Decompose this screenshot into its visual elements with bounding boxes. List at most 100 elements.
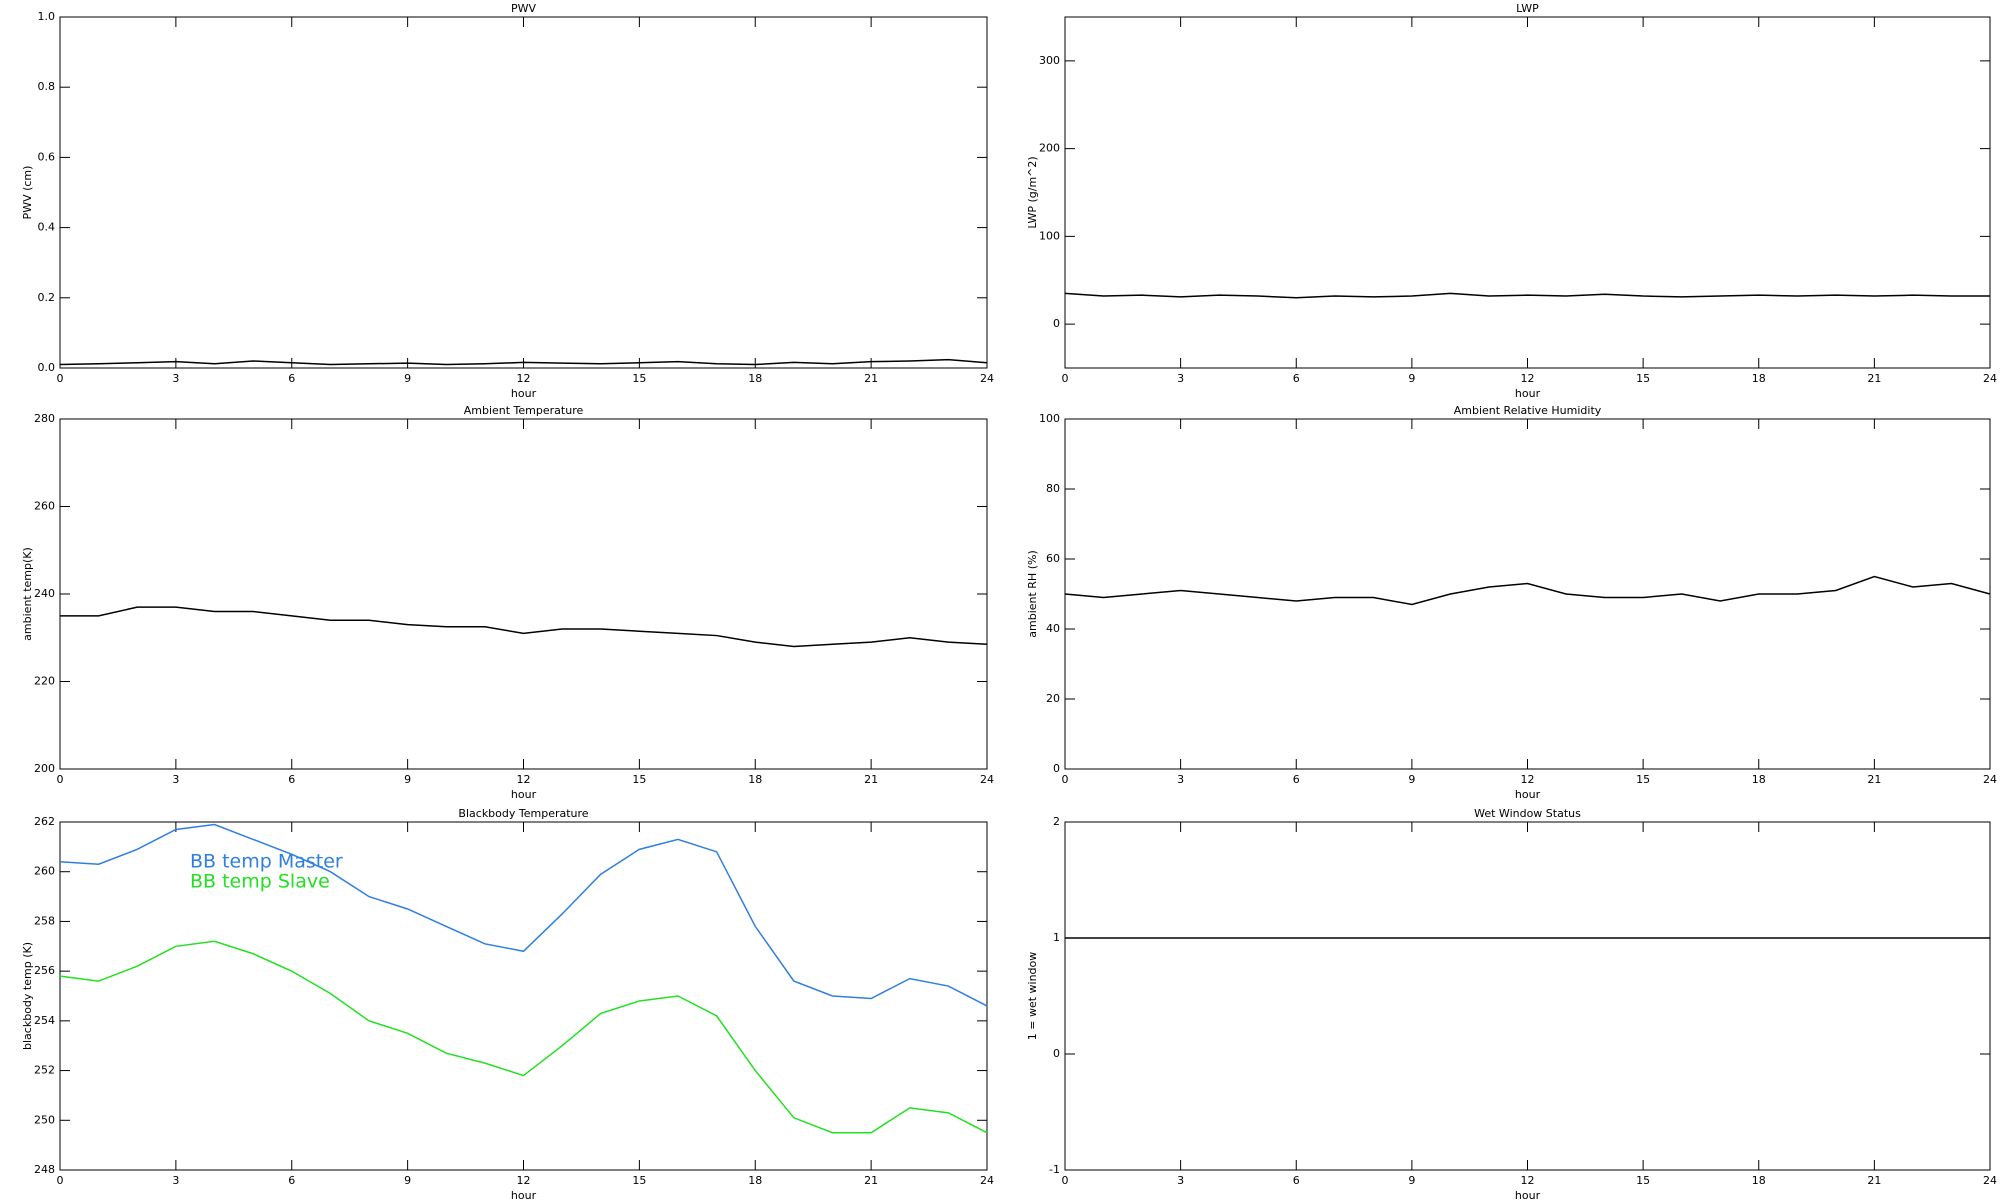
- y-axis-label: PWV (cm): [21, 166, 34, 220]
- plot-frame: [1064, 821, 1991, 1171]
- y-tick-label: 280: [34, 412, 55, 425]
- y-tick-label: 0: [1053, 762, 1060, 775]
- x-tick-label: 24: [980, 773, 994, 786]
- x-tick-label: 18: [1752, 372, 1766, 385]
- x-tick-label: 6: [288, 372, 295, 385]
- x-tick-label: 12: [1521, 1174, 1535, 1187]
- x-tick-label: 24: [1983, 773, 1997, 786]
- y-tick-label: 0.2: [38, 291, 56, 304]
- x-tick-label: 12: [517, 372, 531, 385]
- y-tick-label: 254: [34, 1014, 55, 1027]
- x-tick-label: 9: [1408, 1174, 1415, 1187]
- chart-title: Wet Window Status: [1474, 807, 1581, 820]
- y-tick-label: 0: [1053, 1047, 1060, 1060]
- x-tick-label: 3: [1177, 773, 1184, 786]
- y-tick-label: 100: [1039, 229, 1060, 242]
- x-tick-label: 12: [517, 1174, 531, 1187]
- x-tick-label: 0: [1062, 1174, 1069, 1187]
- x-axis-label: hour: [511, 387, 537, 400]
- y-axis-label: ambient temp(K): [21, 547, 34, 641]
- data-line: [59, 940, 988, 1134]
- x-tick-label: 3: [172, 372, 179, 385]
- x-tick-label: 21: [1867, 1174, 1881, 1187]
- x-tick-label: 24: [980, 1174, 994, 1187]
- x-tick-label: 9: [404, 372, 411, 385]
- y-tick-label: 300: [1039, 54, 1060, 67]
- x-tick-label: 24: [980, 372, 994, 385]
- x-tick-label: 12: [517, 773, 531, 786]
- x-tick-label: 15: [1636, 372, 1650, 385]
- x-tick-label: 6: [288, 1174, 295, 1187]
- data-line: [1064, 292, 1990, 299]
- y-tick-label: 260: [34, 865, 55, 878]
- x-tick-label: 15: [1636, 1174, 1650, 1187]
- y-tick-label: 250: [34, 1113, 55, 1126]
- x-tick-label: 21: [864, 1174, 878, 1187]
- x-tick-label: 12: [1521, 372, 1535, 385]
- chart-title: Ambient Relative Humidity: [1454, 404, 1602, 417]
- x-tick-label: 6: [1293, 1174, 1300, 1187]
- y-tick-label: 256: [34, 964, 55, 977]
- x-tick-label: 21: [1867, 372, 1881, 385]
- x-tick-label: 15: [632, 773, 646, 786]
- x-tick-label: 3: [172, 1174, 179, 1187]
- x-axis-label: hour: [1515, 387, 1541, 400]
- x-tick-label: 0: [57, 372, 64, 385]
- plot-frame: [59, 16, 988, 369]
- x-tick-label: 9: [404, 1174, 411, 1187]
- x-tick-label: 15: [632, 372, 646, 385]
- legend-entry: BB temp Master: [190, 851, 343, 873]
- x-tick-label: 15: [632, 1174, 646, 1187]
- x-axis-label: hour: [1515, 1189, 1541, 1200]
- y-tick-label: 0.8: [38, 80, 56, 93]
- y-tick-label: 252: [34, 1064, 55, 1077]
- y-tick-label: 258: [34, 914, 55, 927]
- x-tick-label: 18: [748, 372, 762, 385]
- x-tick-label: 9: [1408, 773, 1415, 786]
- x-axis-label: hour: [511, 1189, 537, 1200]
- x-axis-label: hour: [1515, 788, 1541, 801]
- y-tick-label: 200: [1039, 142, 1060, 155]
- x-tick-label: 3: [1177, 372, 1184, 385]
- x-tick-label: 6: [1293, 773, 1300, 786]
- chart-title: PWV: [511, 2, 537, 15]
- y-tick-label: 1: [1053, 931, 1060, 944]
- x-tick-label: 24: [1983, 372, 1997, 385]
- x-tick-label: 21: [864, 372, 878, 385]
- x-tick-label: 12: [1521, 773, 1535, 786]
- y-tick-label: 260: [34, 500, 55, 513]
- y-tick-label: 0.0: [38, 361, 56, 374]
- y-tick-label: -1: [1049, 1163, 1060, 1176]
- x-tick-label: 0: [57, 1174, 64, 1187]
- x-tick-label: 3: [172, 773, 179, 786]
- y-tick-label: 100: [1039, 412, 1060, 425]
- x-tick-label: 18: [748, 773, 762, 786]
- x-tick-label: 3: [1177, 1174, 1184, 1187]
- x-tick-label: 21: [864, 773, 878, 786]
- x-tick-label: 15: [1636, 773, 1650, 786]
- y-tick-label: 40: [1046, 622, 1060, 635]
- data-line: [59, 823, 988, 1007]
- x-axis-label: hour: [511, 788, 537, 801]
- x-tick-label: 18: [748, 1174, 762, 1187]
- plot-frame: [1064, 16, 1991, 369]
- data-line: [60, 606, 988, 648]
- data-line: [59, 358, 988, 366]
- x-tick-label: 0: [57, 773, 64, 786]
- y-tick-label: 240: [34, 587, 55, 600]
- y-axis-label: blackbody temp (K): [21, 942, 34, 1050]
- y-tick-label: 80: [1046, 482, 1060, 495]
- y-tick-label: 0: [1053, 317, 1060, 330]
- y-tick-label: 248: [34, 1163, 55, 1176]
- y-tick-label: 60: [1046, 552, 1060, 565]
- y-tick-label: 0.6: [38, 150, 56, 163]
- x-tick-label: 0: [1062, 773, 1069, 786]
- x-tick-label: 9: [1408, 372, 1415, 385]
- y-axis-label: 1 = wet window: [1026, 952, 1039, 1041]
- x-tick-label: 9: [404, 773, 411, 786]
- plot-frame: [59, 418, 988, 770]
- x-tick-label: 0: [1062, 372, 1069, 385]
- y-tick-label: 262: [34, 815, 55, 828]
